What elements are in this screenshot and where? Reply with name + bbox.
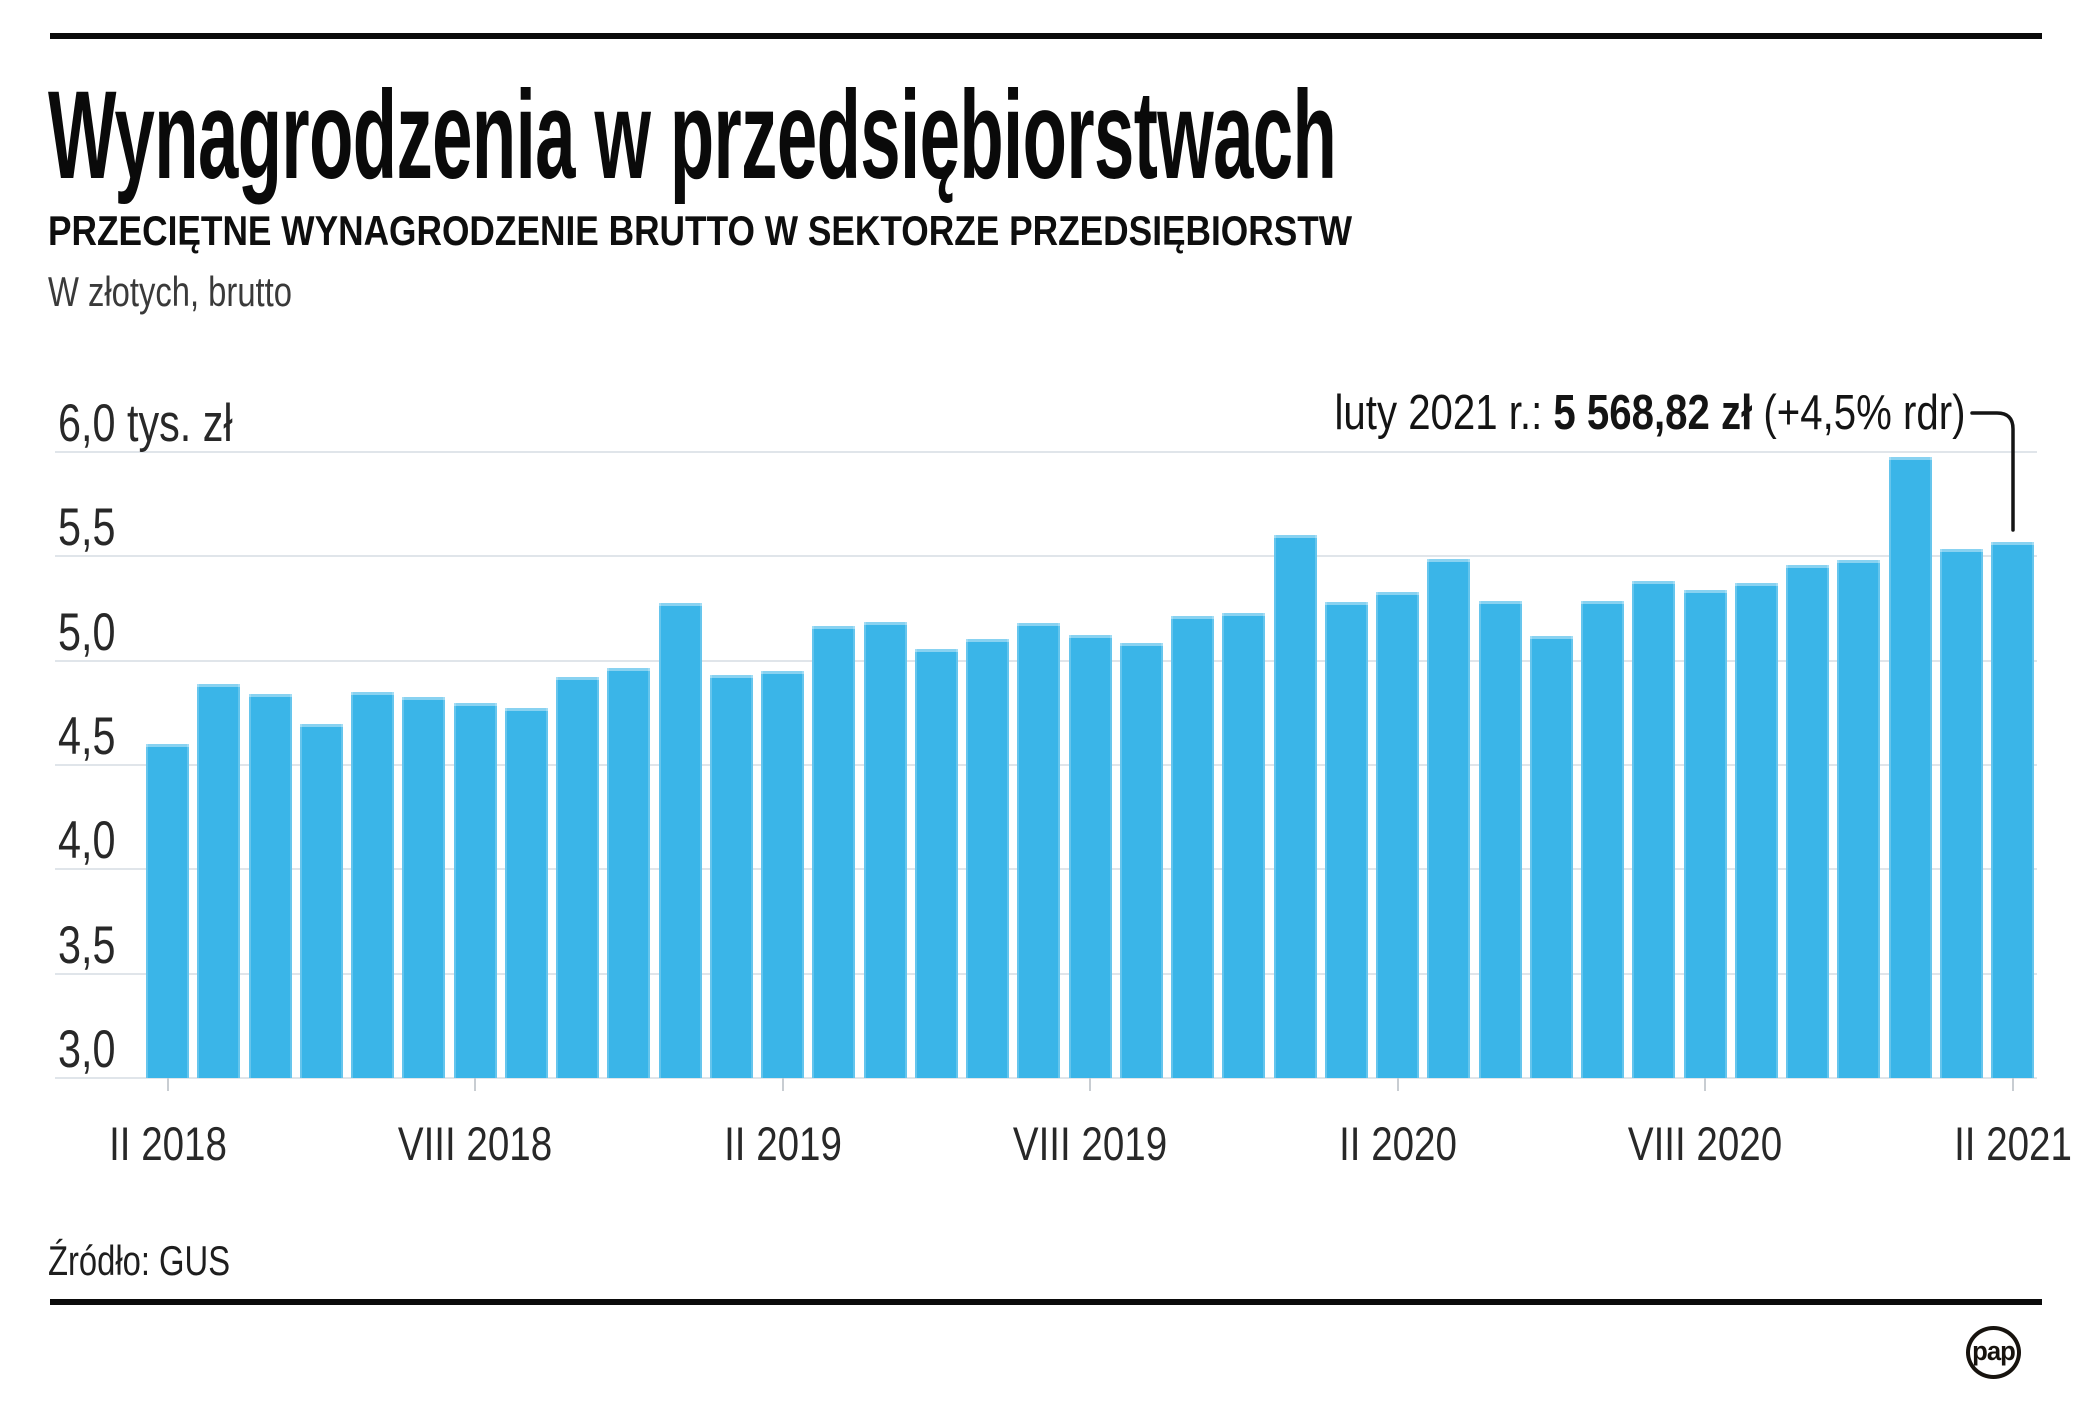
x-axis-label-text: VIII 2019 [1012,1117,1168,1170]
bar-III 2018 [197,684,241,1078]
gridline-6,0 tys. zł [55,451,2037,453]
bar-VI 2019 [966,638,1009,1078]
x-axis-label-text: II 2018 [108,1117,227,1170]
annotation-value: 5 568,82 zł [1552,386,1752,440]
bar-V 2019 [914,648,958,1078]
x-axis-label-text: II 2021 [1953,1117,2072,1170]
bottom-rule [50,1299,2042,1305]
bar-V 2018 [299,723,343,1078]
y-axis-label: 6,0 tys. zł [58,397,282,450]
chart-subtitle: PRZECIĘTNE WYNAGRODZENIE BRUTTO W SEKTOR… [48,210,1601,252]
bar-II 2020 [1376,591,1419,1078]
page-title: Wynagrodzenia w przedsiębiorstwach [48,73,2092,198]
annotation-suffix: (+4,5% rdr) [1751,386,1965,440]
x-axis-label-text: VIII 2020 [1627,1117,1783,1170]
y-axis-label: 3,0 [58,1023,132,1076]
bar-IX 2018 [504,708,548,1078]
x-axis-tick-II 2018 [166,1078,169,1091]
gridline-5,5 [55,555,2037,558]
gridline-3,0 [55,1077,2037,1079]
y-axis-label: 5,0 [58,606,132,659]
bar-I 2020 [1324,601,1368,1078]
x-axis-label: VIII 2018 [381,1120,569,1167]
unit-caption: W złotych, brutto [48,271,361,313]
y-axis-label-text: 4,5 [58,707,116,766]
bar-IV 2018 [248,693,292,1078]
y-axis-label-text: 5,0 [58,602,116,662]
bar-III 2020 [1427,558,1471,1078]
x-axis-label: VIII 2020 [1611,1120,1799,1167]
x-axis-label: VIII 2019 [996,1120,1184,1167]
bar-VI 2018 [351,692,394,1078]
bar-VII 2018 [402,697,446,1078]
bar-XI 2019 [1222,612,1266,1078]
y-axis-label-text: 3,5 [58,915,116,975]
annotation-prefix: luty 2021 r.: [1334,386,1553,440]
bar-II 2018 [146,744,189,1078]
x-axis-tick-VIII 2019 [1089,1078,1091,1091]
x-axis-label: II 2018 [96,1120,240,1167]
bar-VII 2020 [1632,581,1676,1078]
unit-caption-text: W złotych, brutto [48,268,292,315]
page-title-text: Wynagrodzenia w przedsiębiorstwach [48,66,1337,205]
bar-XI 2020 [1837,559,1881,1078]
chart-annotation: luty 2021 r.: 5 568,82 zł (+4,5% rdr) [1196,389,1965,438]
y-axis-label: 4,0 [58,814,132,867]
plot-area: 6,0 tys. zł 5,5 5,0 4,5 4,0 3,5 3,0 II 2018 VIII… [55,397,2071,1167]
y-axis-label-text: 5,5 [58,498,116,558]
bar-VIII 2019 [1068,634,1112,1078]
y-axis-label-text: 4,0 [58,811,116,871]
chart-annotation-text: luty 2021 r.: 5 568,82 zł (+4,5% rdr) [1334,389,1965,438]
bar-III 2019 [812,626,856,1078]
bar-IX 2019 [1119,643,1163,1078]
bar-VI 2020 [1581,601,1624,1078]
top-rule [50,33,2042,39]
bar-XI 2018 [607,667,651,1078]
bar-XII 2018 [658,603,702,1078]
y-axis-label-text: 6,0 tys. zł [58,394,233,453]
bar-VIII 2018 [453,702,497,1078]
bar-IV 2019 [863,621,907,1078]
x-axis-label: II 2020 [1326,1120,1470,1167]
bar-X 2020 [1786,564,1829,1078]
bar-XII 2020 [1888,457,1932,1078]
bar-X 2018 [556,677,599,1078]
x-axis-tick-VIII 2018 [474,1078,476,1091]
pap-logo-text: pap [1972,1336,2016,1366]
source-note: Źródło: GUS [48,1240,281,1282]
x-axis-tick-VIII 2020 [1704,1078,1706,1091]
x-axis-label-text: II 2020 [1338,1117,1457,1170]
bar-VIII 2020 [1683,590,1727,1078]
y-axis-label-text: 3,0 [58,1020,116,1079]
y-axis-label: 5,5 [58,501,132,554]
chart-subtitle-text: PRZECIĘTNE WYNAGRODZENIE BRUTTO W SEKTOR… [48,207,1353,254]
y-axis-label: 3,5 [58,919,132,972]
annotation-callout-line [1970,411,2015,532]
bar-XII 2019 [1273,534,1317,1078]
x-axis-label: II 2021 [1941,1120,2085,1167]
bar-IX 2020 [1734,583,1778,1078]
pap-logo: pap [1966,1326,2021,1379]
x-axis-label: II 2019 [711,1120,855,1167]
x-axis-tick-II 2021 [2011,1078,2014,1091]
x-axis-tick-II 2019 [781,1078,784,1091]
bar-I 2021 [1939,548,1983,1078]
bar-IV 2020 [1478,601,1522,1078]
bar-X 2019 [1171,616,1214,1078]
bar-V 2020 [1529,635,1573,1078]
x-axis-label-text: II 2019 [723,1117,842,1170]
bar-II 2019 [761,671,804,1078]
x-axis-label-text: VIII 2018 [397,1117,553,1170]
bar-I 2019 [709,674,753,1078]
bar-VII 2019 [1017,622,1061,1078]
bar-II 2021 [1991,541,2034,1078]
y-axis-label: 4,5 [58,710,132,763]
x-axis-tick-II 2020 [1396,1078,1399,1091]
source-note-text: Źródło: GUS [48,1237,231,1284]
